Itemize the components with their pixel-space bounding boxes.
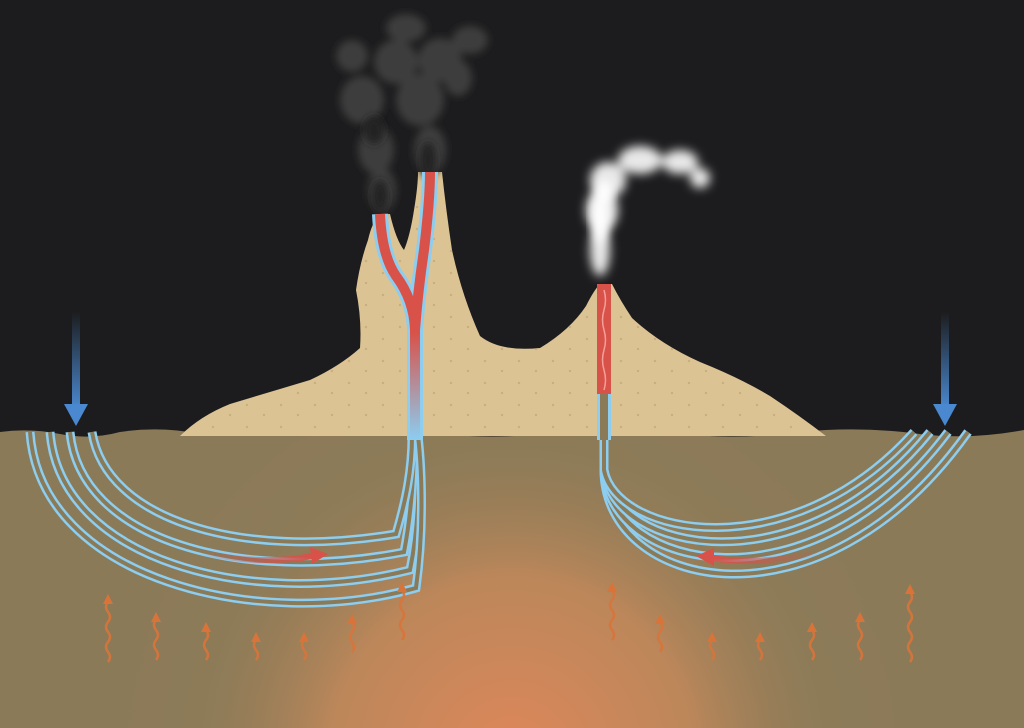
wavy-arrow-up-icon bbox=[103, 594, 113, 663]
dark-smoke-core bbox=[364, 116, 436, 212]
wavy-arrow-up-icon bbox=[655, 614, 665, 653]
wavy-arrow-up-icon bbox=[855, 612, 865, 661]
wavy-arrow-up-icon bbox=[347, 614, 357, 653]
heat-arrows bbox=[103, 582, 915, 663]
right-vent-conduit bbox=[597, 284, 611, 440]
wavy-arrow-up-icon bbox=[807, 622, 817, 661]
left-circulation-channels bbox=[25, 431, 426, 608]
arrow-down-icon bbox=[933, 312, 957, 426]
wavy-arrow-up-icon bbox=[755, 632, 765, 661]
arrow-down-icon bbox=[64, 312, 88, 426]
wavy-arrow-up-icon bbox=[151, 612, 161, 661]
wavy-arrow-up-icon bbox=[707, 632, 717, 661]
white-steam-core bbox=[592, 180, 612, 244]
left-vent-conduits bbox=[372, 171, 438, 440]
curved-arrow-icon bbox=[199, 547, 328, 564]
deposit-texture bbox=[180, 172, 826, 436]
wavy-arrow-up-icon bbox=[397, 582, 407, 641]
wavy-arrow-up-icon bbox=[201, 622, 211, 661]
wavy-arrow-up-icon bbox=[607, 582, 617, 641]
wavy-arrow-up-icon bbox=[299, 632, 309, 661]
wavy-arrow-up-icon bbox=[905, 584, 915, 663]
wavy-arrow-up-icon bbox=[251, 632, 261, 661]
curved-arrow-icon bbox=[696, 548, 821, 566]
